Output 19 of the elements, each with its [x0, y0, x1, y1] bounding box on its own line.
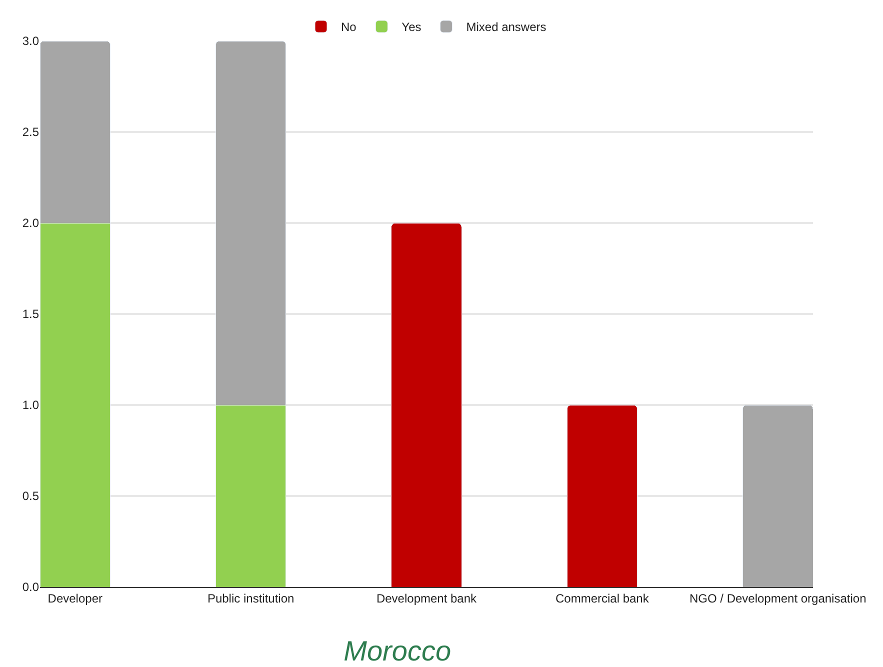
y-tick-label: 0.5: [22, 489, 40, 504]
legend-label: Mixed answers: [466, 20, 546, 34]
y-tick-label: 3.0: [22, 34, 40, 48]
bar: [742, 404, 813, 587]
y-tick-label: 2.0: [22, 216, 40, 230]
text: Morocco: [344, 635, 452, 666]
legend-label: Yes: [402, 20, 422, 34]
x-tick-label: Public institution: [207, 591, 294, 606]
x-tick-label: Development bank: [376, 591, 478, 606]
x-tick-label: Developer: [48, 591, 102, 606]
y-tick-label: 1.5: [22, 307, 40, 322]
y-tick-label: 0.0: [22, 580, 40, 594]
x-tick-label: NGO / Development organisation: [689, 591, 866, 606]
bar: [566, 404, 638, 587]
y-tick-label: 2.5: [22, 125, 40, 140]
legend-label: No: [341, 20, 357, 34]
x-tick-label: Commercial bank: [555, 591, 650, 606]
y-tick-label: 1.0: [22, 398, 40, 412]
bar: [391, 222, 462, 587]
